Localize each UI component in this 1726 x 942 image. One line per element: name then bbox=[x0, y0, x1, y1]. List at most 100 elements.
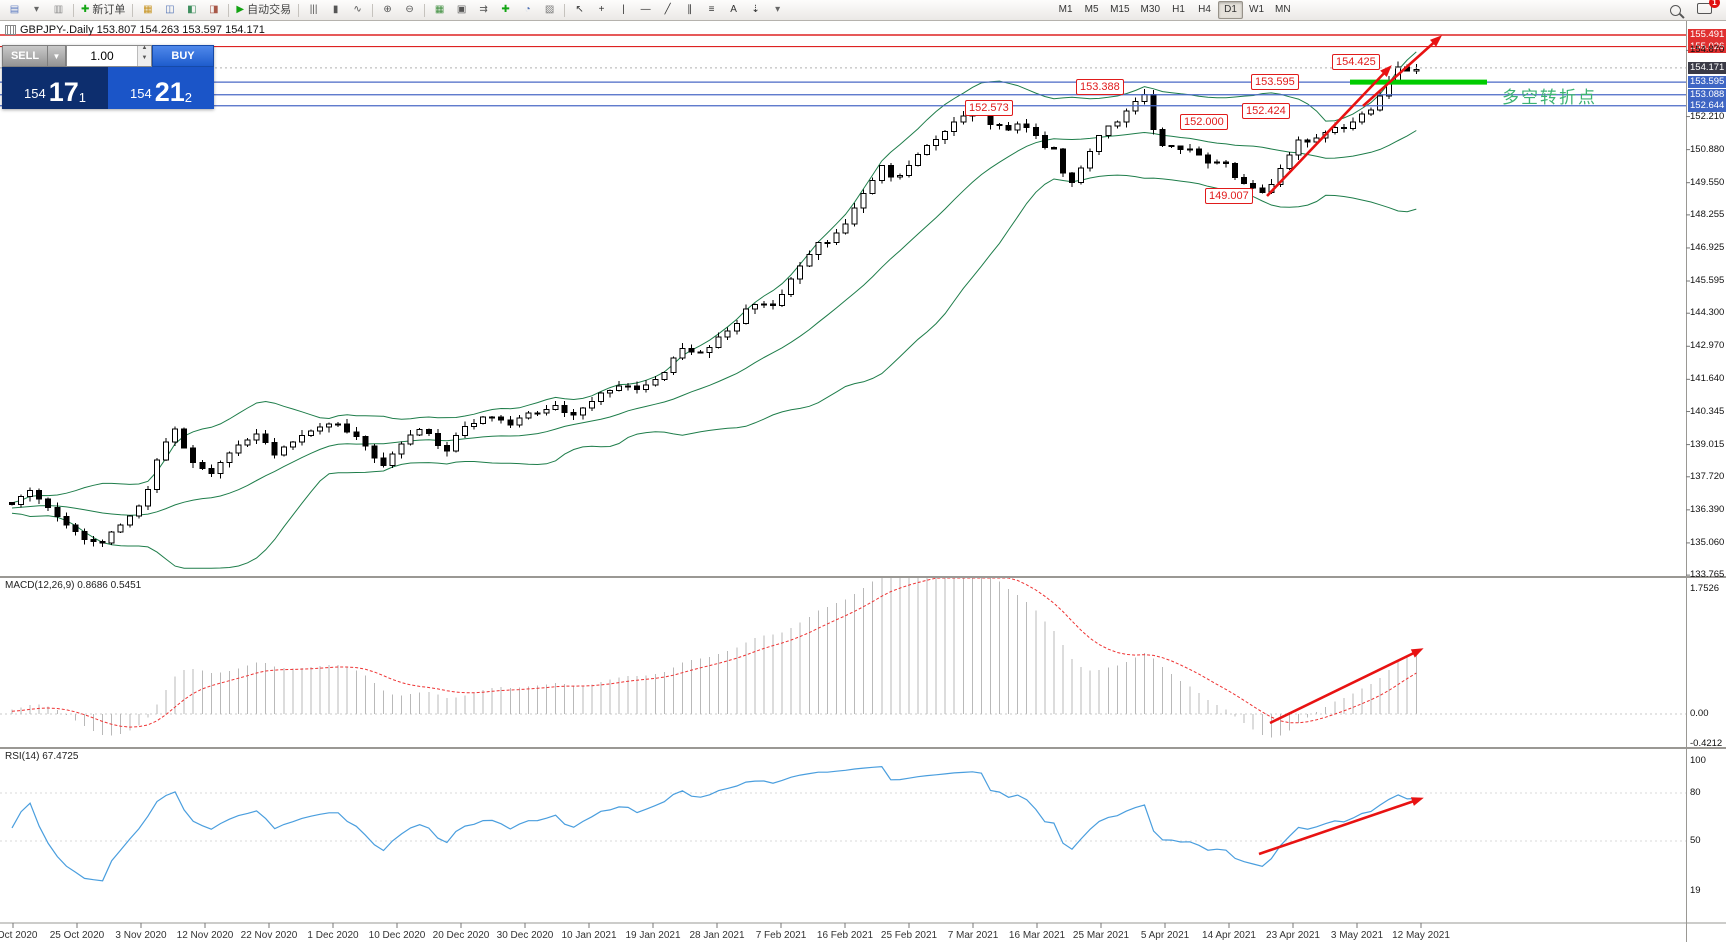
candle-body bbox=[244, 439, 251, 446]
objects-dropdown[interactable]: ▾ bbox=[767, 1, 788, 19]
lot-decrease-button[interactable]: ▼ bbox=[138, 55, 151, 66]
market-watch-button[interactable]: ◫ bbox=[159, 1, 180, 19]
trend-arrow-line bbox=[1266, 67, 1390, 197]
history-center-icon: ▦ bbox=[143, 4, 153, 15]
profiles-button[interactable]: ▥ bbox=[48, 1, 69, 19]
line-chart-button[interactable]: ∿ bbox=[347, 1, 368, 19]
cascade-windows-button[interactable]: ▣ bbox=[451, 1, 472, 19]
candle-body bbox=[1232, 162, 1239, 178]
candle-body bbox=[81, 530, 88, 541]
candle-body bbox=[1114, 121, 1121, 127]
candle-body bbox=[751, 303, 758, 310]
cursor-tool[interactable]: ↖ bbox=[569, 1, 590, 19]
candle-body bbox=[172, 428, 179, 443]
buy-button[interactable]: BUY bbox=[152, 45, 214, 67]
timeframe-d1[interactable]: D1 bbox=[1218, 1, 1243, 19]
trend-arrow-head bbox=[1410, 648, 1424, 658]
candle-body bbox=[960, 115, 967, 123]
candle-body bbox=[36, 490, 43, 500]
chart-list-dropdown[interactable]: ▾ bbox=[26, 1, 47, 19]
candle-body bbox=[760, 303, 767, 306]
candle-body bbox=[788, 278, 795, 296]
price-chart[interactable]: 5 Oct 2020 25 Oct 2020 3 Nov 2020 12 Nov 20… bbox=[0, 21, 1726, 942]
candle-body bbox=[1259, 187, 1266, 193]
candle-body bbox=[1340, 127, 1347, 130]
text-tool[interactable]: A bbox=[723, 1, 744, 19]
candle-body bbox=[679, 347, 686, 359]
price-callout[interactable]: 154.425 bbox=[1332, 53, 1380, 70]
price-callout[interactable]: 153.595 bbox=[1251, 74, 1299, 91]
candle-body bbox=[280, 446, 287, 456]
chart-shift-button[interactable]: ⇉ bbox=[473, 1, 494, 19]
bars-chart-button[interactable]: ||| bbox=[303, 1, 324, 19]
candle-body bbox=[1123, 110, 1130, 123]
candle-body bbox=[1096, 134, 1103, 152]
timeframe-h4[interactable]: H4 bbox=[1198, 4, 1211, 15]
templates-button[interactable]: ▨ bbox=[539, 1, 560, 19]
timeframe-h1[interactable]: H1 bbox=[1172, 4, 1185, 15]
candle-body bbox=[815, 241, 822, 256]
price-callout[interactable]: 153.388 bbox=[1076, 79, 1124, 96]
candlestick-chart-button[interactable]: ▮ bbox=[325, 1, 346, 19]
chat-button[interactable]: 1 bbox=[1697, 0, 1720, 17]
crosshair-tool[interactable]: + bbox=[591, 1, 612, 19]
tile-windows-button[interactable]: ▦ bbox=[429, 1, 450, 19]
timeframe-w1[interactable]: W1 bbox=[1249, 4, 1264, 15]
autotrading-button[interactable]: ▶ 自动交易 bbox=[233, 1, 294, 19]
vertical-line-tool[interactable]: | bbox=[613, 1, 634, 19]
new-chart-button[interactable]: ▤ bbox=[4, 1, 25, 19]
zoom-in-button[interactable]: ⊕ bbox=[377, 1, 398, 19]
history-center-button[interactable]: ▦ bbox=[137, 1, 158, 19]
date-label: 12 Nov 2020 bbox=[177, 930, 234, 941]
lot-increase-button[interactable]: ▲ bbox=[138, 45, 151, 56]
candle-body bbox=[1304, 139, 1311, 143]
candle-body bbox=[1241, 176, 1248, 184]
price-callout[interactable]: 152.424 bbox=[1242, 103, 1290, 120]
zoom-out-button[interactable]: ⊖ bbox=[399, 1, 420, 19]
order-type-dropdown[interactable]: ▼ bbox=[48, 45, 66, 67]
lot-size-input[interactable] bbox=[67, 46, 137, 66]
horizontal-line-tool[interactable]: — bbox=[635, 1, 656, 19]
timeframe-m15[interactable]: M15 bbox=[1110, 4, 1130, 15]
candle-body bbox=[253, 433, 260, 441]
buy-price[interactable]: 154 21 2 bbox=[108, 67, 214, 109]
candle-body bbox=[606, 390, 613, 394]
candle-body bbox=[317, 426, 324, 432]
price-callout[interactable]: 152.000 bbox=[1180, 113, 1228, 130]
cursor-icon: ↖ bbox=[575, 4, 584, 15]
candle-body bbox=[480, 416, 487, 424]
toolbar-separator bbox=[228, 3, 230, 17]
crosshair-icon: + bbox=[598, 4, 605, 15]
candle-body bbox=[407, 434, 414, 445]
timeframe-m5[interactable]: M5 bbox=[1084, 4, 1099, 15]
timeframe-m30[interactable]: M30 bbox=[1140, 4, 1160, 15]
periods-button[interactable]: ◔ bbox=[517, 1, 538, 19]
indicators-button[interactable]: ✚ bbox=[495, 1, 516, 19]
sell-button[interactable]: SELL bbox=[2, 45, 48, 67]
candle-body bbox=[190, 447, 197, 463]
fibonacci-tool[interactable]: ≡ bbox=[701, 1, 722, 19]
candle-body bbox=[715, 336, 722, 348]
search-icon[interactable] bbox=[1670, 4, 1681, 16]
price-callout[interactable]: 152.573 bbox=[965, 99, 1013, 116]
timeframe-mn[interactable]: MN bbox=[1275, 4, 1291, 15]
terminal-button[interactable]: ◨ bbox=[203, 1, 224, 19]
notification-badge[interactable]: 1 bbox=[1709, 0, 1720, 8]
channel-icon: ∥ bbox=[687, 4, 693, 15]
terminal-icon: ◨ bbox=[209, 4, 219, 15]
trendline-tool[interactable]: ╱ bbox=[657, 1, 678, 19]
channel-tool[interactable]: ∥ bbox=[679, 1, 700, 19]
candle-body bbox=[1050, 147, 1057, 150]
date-label: 1 Dec 2020 bbox=[307, 930, 359, 941]
zoom-out-icon: ⊖ bbox=[405, 4, 414, 15]
sell-price[interactable]: 154 17 1 bbox=[2, 67, 108, 109]
navigator-button[interactable]: ◧ bbox=[181, 1, 202, 19]
candle-body bbox=[1150, 93, 1157, 131]
candle-body bbox=[1059, 148, 1066, 174]
new-order-button[interactable]: ✚ 新订单 bbox=[78, 1, 128, 19]
bull-bear-turning-point-note[interactable]: 多空转折点 bbox=[1502, 88, 1597, 107]
timeframe-m1[interactable]: M1 bbox=[1058, 4, 1073, 15]
price-callout[interactable]: 149.007 bbox=[1205, 188, 1253, 205]
cascade-windows-icon: ▣ bbox=[456, 4, 467, 15]
arrow-objects-tool[interactable]: ⇣ bbox=[745, 1, 766, 19]
